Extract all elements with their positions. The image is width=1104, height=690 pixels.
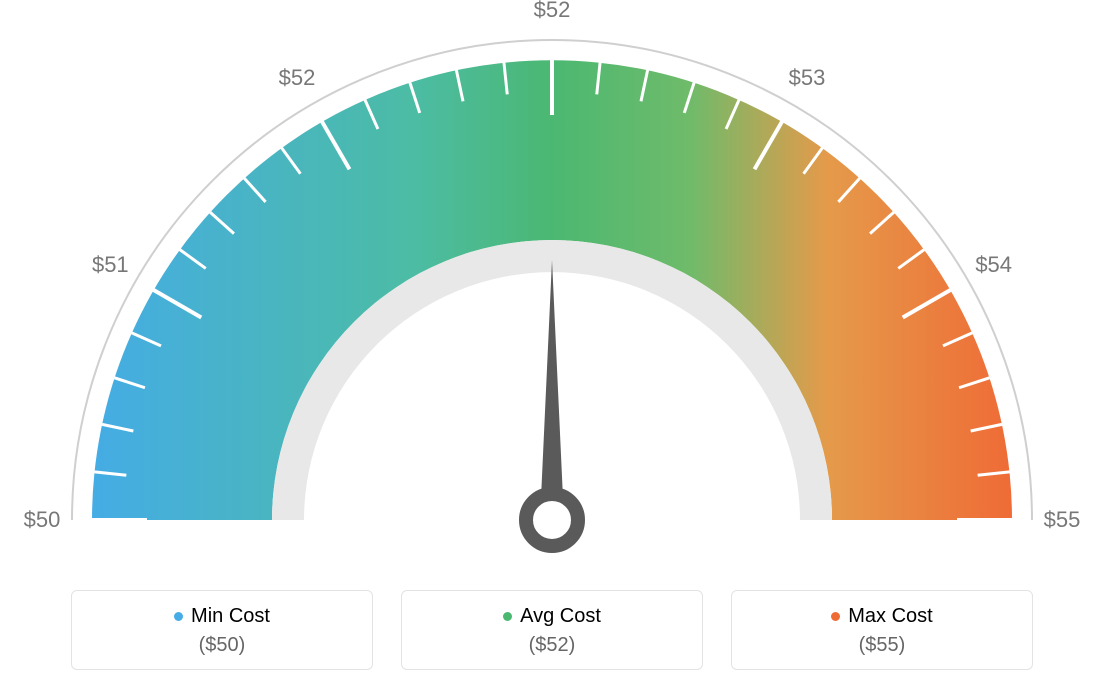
gauge-tick-label: $52 [279,65,316,91]
legend-max-label: Max Cost [848,605,932,628]
legend-row: Min Cost ($50) Avg Cost ($52) Max Cost (… [0,590,1104,670]
legend-min: Min Cost ($50) [71,590,373,670]
gauge-area: $50 $51 $52 $52 $53 $54 $55 [0,0,1104,560]
gauge-tick-label: $55 [1044,507,1081,533]
cost-gauge-chart: $50 $51 $52 $52 $53 $54 $55 Min Cost ($50) Avg… [0,0,1104,690]
legend-avg-value: ($52) [402,634,702,657]
gauge-tick-label: $50 [24,507,61,533]
legend-min-value: ($50) [72,634,372,657]
legend-max: Max Cost ($55) [731,590,1033,670]
dot-max-icon [831,612,840,621]
legend-min-label: Min Cost [191,605,270,628]
gauge-svg [0,0,1104,560]
gauge-tick-label: $52 [534,0,571,23]
gauge-tick-label: $53 [789,65,826,91]
gauge-tick-label: $51 [92,252,129,278]
legend-avg: Avg Cost ($52) [401,590,703,670]
dot-avg-icon [503,612,512,621]
dot-min-icon [174,612,183,621]
legend-avg-label: Avg Cost [520,605,601,628]
gauge-tick-label: $54 [975,252,1012,278]
legend-max-value: ($55) [732,634,1032,657]
